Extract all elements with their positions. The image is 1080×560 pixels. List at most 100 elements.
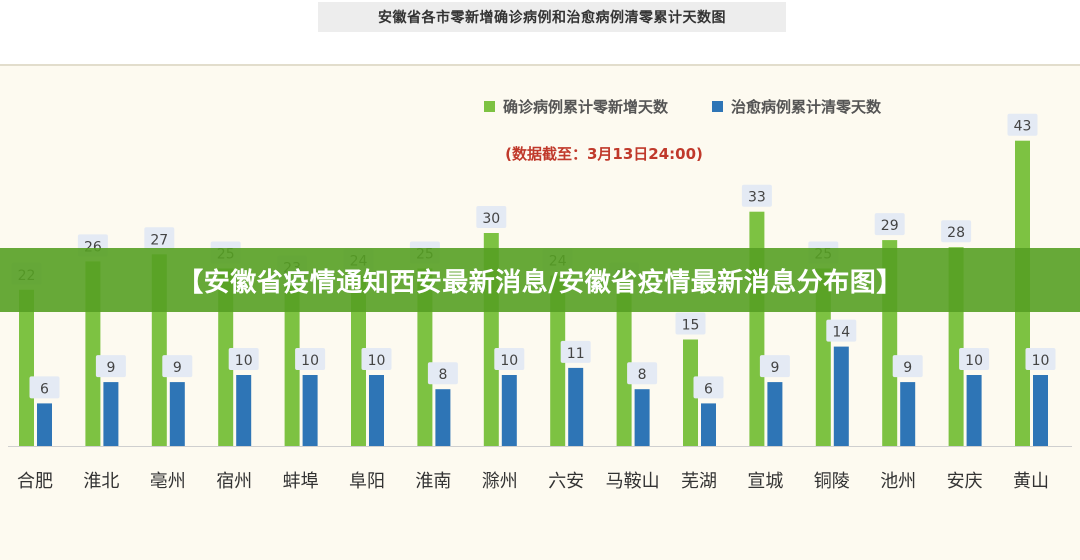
- bar-confirmed-3: [218, 268, 234, 446]
- bar-cured-14: [966, 375, 982, 446]
- bar-cured-15: [1033, 375, 1048, 446]
- x-tick-label-5: 阜阳: [349, 471, 385, 492]
- data-label-confirmed-7-bg: [476, 206, 507, 228]
- data-label-confirmed-7: 30: [482, 211, 500, 227]
- x-tick-label-8: 六安: [548, 471, 584, 492]
- bar-cured-12: [833, 346, 849, 446]
- data-label-cured-10-bg: [693, 376, 724, 399]
- data-label-cured-11: 9: [770, 360, 779, 376]
- data-label-cured-10: 6: [704, 381, 713, 397]
- bar-cured-9: [634, 389, 650, 446]
- data-label-confirmed-15: 43: [1014, 119, 1032, 135]
- x-tick-label-1: 淮北: [83, 471, 119, 492]
- data-label-confirmed-13-bg: [874, 213, 905, 236]
- data-label-confirmed-11-bg: [741, 184, 772, 207]
- data-label-cured-12: 14: [832, 325, 850, 341]
- legend-swatch-green: [484, 101, 495, 112]
- data-label-cured-3: 10: [235, 353, 253, 369]
- data-label-cured-13: 9: [903, 360, 912, 376]
- legend-swatch-blue: [712, 101, 724, 112]
- legend-label-confirmed: 确诊病例累计零新增天数: [503, 98, 669, 116]
- data-label-confirmed-14: 28: [947, 225, 965, 241]
- bar-cured-13: [900, 382, 916, 446]
- x-tick-label-14: 安庆: [947, 471, 983, 492]
- bar-confirmed-8: [550, 275, 566, 446]
- x-tick-label-9: 马鞍山: [606, 471, 660, 492]
- bar-cured-8: [568, 367, 584, 446]
- data-label-confirmed-10-bg: [675, 312, 706, 335]
- x-tick-label-0: 合肥: [17, 471, 53, 492]
- data-label-confirmed-13: 29: [881, 218, 899, 234]
- bar-cured-4: [302, 375, 318, 446]
- x-tick-label-4: 蚌埠: [283, 471, 319, 492]
- chart-panel: [0, 64, 1080, 560]
- data-label-cured-11-bg: [759, 355, 790, 378]
- x-tick-label-12: 铜陵: [814, 471, 850, 492]
- data-label-cured-4-bg: [295, 348, 326, 370]
- bar-cured-10: [701, 403, 716, 446]
- bar-confirmed-6: [417, 268, 433, 446]
- bar-cured-2: [169, 382, 185, 446]
- bar-confirmed-10: [683, 339, 698, 446]
- data-label-cured-3-bg: [228, 348, 259, 370]
- overlay-banner: 【安徽省疫情通知西安最新消息/安徽省疫情最新消息分布图】: [0, 248, 1080, 312]
- bar-confirmed-12: [815, 268, 831, 446]
- data-label-cured-14: 10: [965, 353, 983, 369]
- page-title: 安徽省各市零新增确诊病例和治愈病例清零累计天数图: [318, 2, 786, 32]
- legend-item-confirmed: 确诊病例累计零新增天数: [484, 96, 668, 117]
- x-tick-label-13: 池州: [880, 471, 916, 492]
- data-cutoff-note: (数据截至：3月13日24:00): [505, 145, 703, 163]
- data-label-cured-7-bg: [494, 348, 525, 370]
- data-label-cured-5: 10: [368, 353, 386, 369]
- data-label-cured-15-bg: [1025, 348, 1056, 370]
- bar-cured-3: [236, 375, 252, 446]
- data-label-confirmed-11: 33: [748, 190, 766, 206]
- bar-cured-5: [369, 375, 384, 446]
- data-label-cured-6: 8: [438, 367, 447, 383]
- data-label-cured-9: 8: [638, 367, 647, 383]
- legend-label-cured: 治愈病例累计清零天数: [731, 98, 882, 116]
- x-tick-label-3: 宿州: [216, 471, 252, 492]
- bar-cured-1: [103, 382, 119, 446]
- data-label-confirmed-10: 15: [682, 318, 700, 334]
- data-label-cured-4: 10: [301, 353, 319, 369]
- data-label-cured-1: 9: [106, 360, 115, 376]
- data-label-cured-8-bg: [560, 340, 591, 363]
- data-label-cured-9-bg: [627, 362, 658, 385]
- x-tick-label-2: 亳州: [150, 471, 186, 492]
- bar-confirmed-9: [616, 289, 632, 446]
- bar-confirmed-4: [284, 282, 300, 446]
- data-label-cured-5-bg: [361, 348, 392, 370]
- chart-legend: 确诊病例累计零新增天数 治愈病例累计清零天数: [484, 96, 881, 117]
- data-label-confirmed-2: 27: [150, 232, 168, 248]
- bar-cured-6: [435, 389, 451, 446]
- data-label-cured-7: 10: [500, 353, 518, 369]
- bar-cured-11: [767, 382, 783, 446]
- bar-confirmed-5: [351, 275, 366, 446]
- x-tick-label-11: 宣城: [747, 471, 783, 492]
- x-tick-label-6: 淮南: [415, 471, 451, 492]
- data-label-cured-6-bg: [427, 362, 458, 385]
- bar-confirmed-0: [19, 289, 34, 446]
- data-label-cured-12-bg: [826, 319, 857, 342]
- data-label-cured-0: 6: [40, 381, 49, 397]
- x-tick-label-10: 芜湖: [681, 471, 717, 492]
- data-label-confirmed-2-bg: [144, 227, 175, 250]
- data-label-confirmed-14-bg: [941, 220, 972, 243]
- data-label-cured-2: 9: [173, 360, 182, 376]
- data-label-cured-13-bg: [892, 355, 923, 378]
- x-tick-label-7: 滁州: [482, 471, 518, 492]
- x-tick-label-15: 黄山: [1013, 471, 1049, 492]
- bar-cured-7: [501, 375, 517, 446]
- data-label-cured-1-bg: [95, 355, 126, 378]
- bar-cured-0: [37, 403, 52, 446]
- data-label-confirmed-15-bg: [1007, 113, 1038, 136]
- data-label-cured-8: 11: [567, 346, 585, 362]
- data-label-cured-2-bg: [162, 355, 193, 378]
- data-label-cured-14-bg: [959, 348, 990, 370]
- data-label-cured-0-bg: [29, 376, 60, 399]
- bar-confirmed-11: [749, 211, 765, 446]
- legend-item-cured: 治愈病例累计清零天数: [712, 96, 881, 117]
- data-label-cured-15: 10: [1032, 353, 1050, 369]
